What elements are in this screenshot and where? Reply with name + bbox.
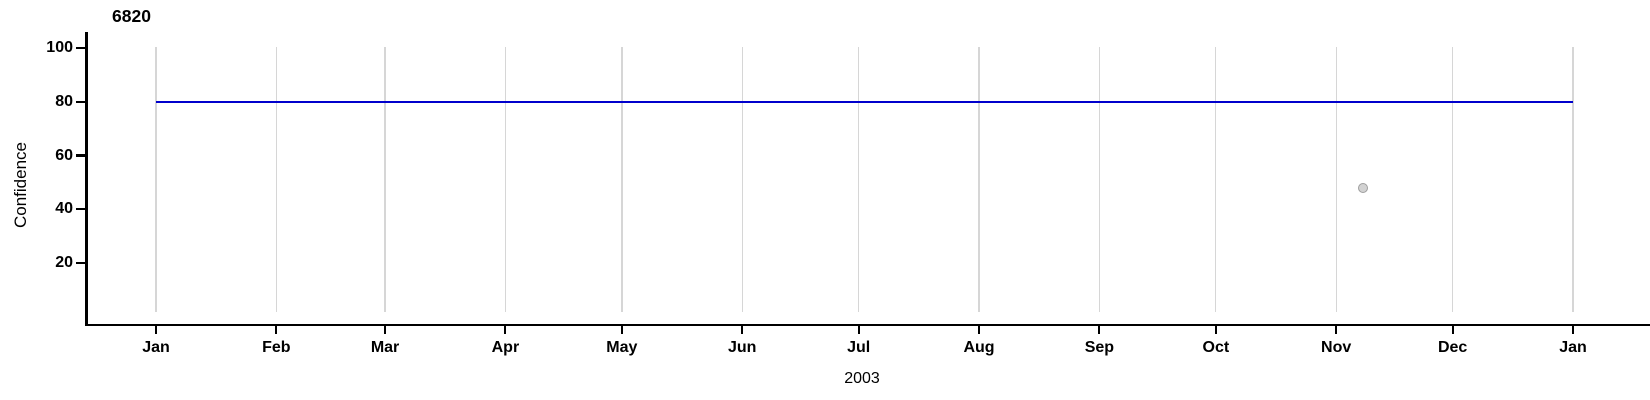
x-axis-tick: [1098, 324, 1101, 334]
month-gridline: [1572, 47, 1574, 312]
x-tick-label: Oct: [1202, 339, 1230, 356]
x-tick-label: Jul: [847, 339, 871, 356]
x-axis-tick: [1335, 324, 1338, 334]
y-axis-tick: [76, 261, 85, 265]
x-axis-tick: [1571, 324, 1575, 334]
y-axis-tick: [76, 100, 85, 103]
y-tick-label: 20: [55, 254, 73, 271]
x-axis-tick: [741, 324, 744, 334]
month-gridline: [1335, 47, 1337, 312]
month-gridline: [275, 47, 277, 312]
x-tick-label: Feb: [262, 339, 291, 356]
x-tick-label: Jan: [142, 339, 170, 356]
x-axis-line: [85, 323, 1650, 327]
month-gridline: [741, 47, 743, 312]
x-axis-tick: [383, 324, 387, 334]
x-axis-tick: [620, 324, 623, 334]
x-tick-label: May: [606, 339, 638, 356]
y-tick-label: 40: [55, 200, 73, 218]
x-axis-tick: [1214, 324, 1217, 334]
y-axis-tick: [76, 46, 85, 50]
month-gridline: [1098, 47, 1101, 312]
x-tick-label: Mar: [370, 339, 400, 356]
x-tick-label: Nov: [1321, 339, 1352, 356]
x-tick-label: Jan: [1559, 339, 1587, 356]
month-gridline: [384, 47, 386, 312]
x-tick-label: Dec: [1437, 339, 1468, 356]
y-axis-line: [85, 32, 88, 326]
x-axis-tick: [275, 324, 278, 334]
x-axis-tick: [977, 324, 981, 334]
month-gridline: [155, 47, 157, 312]
month-gridline: [621, 47, 623, 312]
chart-title: 6820: [112, 6, 151, 26]
month-gridline: [978, 47, 980, 312]
x-axis-tick: [857, 324, 860, 334]
x-tick-label: Aug: [963, 339, 995, 356]
x-axis-tick: [504, 324, 507, 334]
month-gridline: [504, 47, 507, 312]
y-axis-title: Confidence: [11, 141, 30, 229]
month-gridline: [858, 47, 860, 312]
x-tick-label: Jun: [727, 339, 757, 356]
y-axis-tick: [76, 154, 85, 157]
month-gridline: [1215, 47, 1217, 312]
x-axis-tick: [154, 324, 158, 334]
confidence-line: [156, 100, 1573, 103]
x-axis-title: 2003: [844, 370, 880, 387]
y-tick-label: 60: [55, 146, 73, 164]
y-tick-label: 80: [55, 92, 73, 110]
x-axis-tick: [1451, 324, 1454, 334]
month-gridline: [1452, 47, 1454, 312]
x-tick-label: Apr: [491, 339, 520, 356]
data-point: [1358, 182, 1369, 193]
x-tick-label: Sep: [1084, 339, 1115, 356]
y-axis-tick: [76, 208, 85, 211]
y-tick-label: 100: [46, 39, 73, 56]
